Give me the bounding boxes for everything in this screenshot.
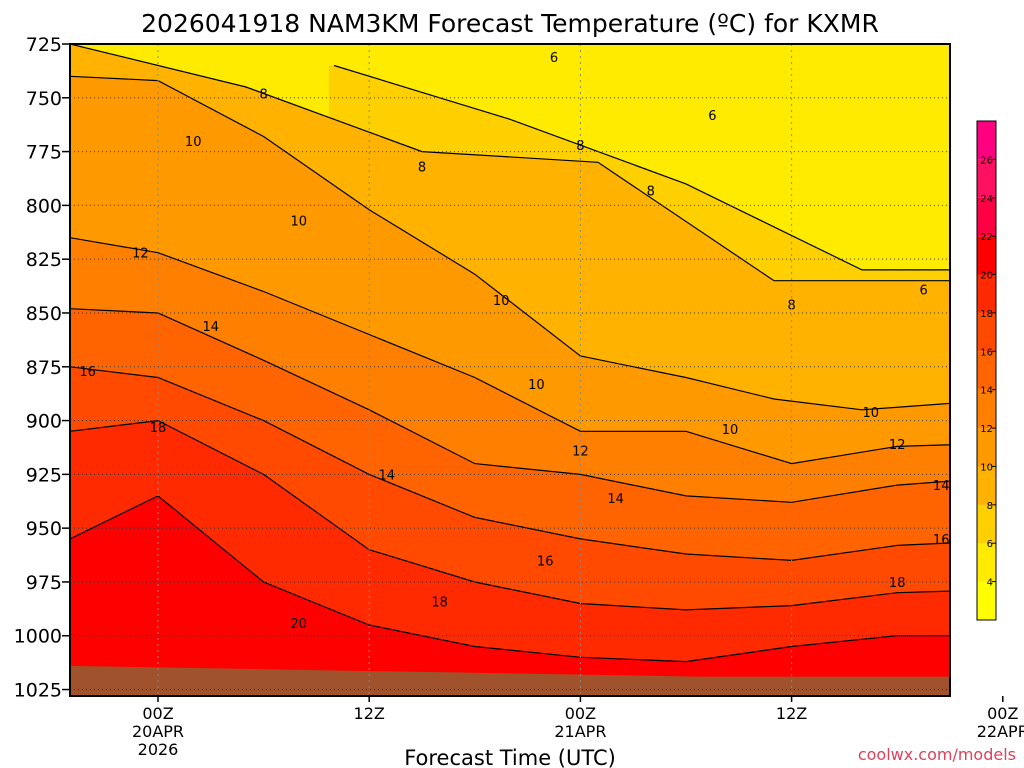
- contour-label: 16: [79, 365, 96, 380]
- y-tick-label: 825: [26, 249, 62, 271]
- colorbar-tick-label: 20: [980, 271, 993, 282]
- isotherm-line: [70, 237, 950, 465]
- contour-label: 8: [647, 184, 655, 199]
- isotherm-line: [70, 419, 950, 611]
- contour-label: 16: [933, 533, 950, 548]
- plot-area: 6666888881010101010101212121414141416161…: [70, 44, 950, 696]
- colorbar-bin: [977, 159, 996, 198]
- colorbar-bin: [977, 504, 996, 544]
- colorbar-bin: [977, 274, 996, 313]
- colorbar-tick-label: 10: [980, 462, 993, 473]
- watermark[interactable]: coolwx.com/models: [858, 745, 1016, 764]
- colorbar-tick-label: 14: [980, 386, 993, 397]
- isotherm-line: [333, 64, 950, 271]
- contour-label: 10: [291, 214, 308, 229]
- colorbar-bin: [977, 312, 996, 352]
- contour-label: 16: [537, 554, 554, 569]
- contour-label: 10: [722, 423, 739, 438]
- x-tick-label: 00Z: [565, 704, 596, 723]
- y-tick-label: 775: [26, 142, 62, 164]
- y-tick-label: 950: [26, 518, 62, 540]
- chart-title: 2026041918 NAM3KM Forecast Temperature (…: [141, 9, 879, 38]
- isotherm-line: [70, 495, 950, 663]
- y-tick-label: 1025: [14, 680, 62, 702]
- y-tick-label: 800: [26, 195, 62, 217]
- x-tick-label: 2026: [138, 740, 179, 759]
- colorbar-bin: [977, 351, 996, 390]
- contour-label: 14: [203, 320, 220, 335]
- y-axis: 725 750 775 800 825 850 875 900 925 950 975 1000 102…: [14, 34, 70, 702]
- x-axis-title: Forecast Time (UTC): [404, 746, 616, 768]
- x-tick-label: 21APR: [554, 722, 606, 741]
- x-tick-label: 20APR: [132, 722, 184, 741]
- contour-label: 14: [607, 492, 624, 507]
- y-tick-label: 900: [26, 411, 62, 433]
- colorbar-tick-label: 6: [987, 539, 993, 550]
- x-tick-label: 00Z: [987, 704, 1018, 723]
- contour-label: 8: [259, 88, 267, 103]
- colorbar-bin: [977, 389, 996, 429]
- contour-label: 10: [493, 294, 510, 309]
- colorbar: 4 6 8 10 12 14 16 18 20 22 24 26: [976, 120, 997, 621]
- ground-surface: [70, 665, 950, 696]
- x-tick-label: 22APR: [977, 722, 1024, 741]
- colorbar-tick-label: 22: [980, 232, 993, 243]
- y-tick-label: 1000: [14, 626, 62, 648]
- contour-label: 12: [132, 247, 149, 262]
- y-tick-label: 725: [26, 34, 62, 56]
- contour-label: 12: [889, 438, 906, 453]
- colorbar-frame: [976, 120, 997, 621]
- contour-label: 6: [550, 51, 558, 66]
- contour-label: 14: [933, 479, 950, 494]
- colorbar-bin: [977, 428, 996, 467]
- contour-label: 10: [185, 135, 202, 150]
- colorbar-bin: [977, 236, 996, 275]
- y-tick-label: 975: [26, 572, 62, 594]
- contour-label: 10: [528, 378, 545, 393]
- gridlines: [70, 44, 950, 696]
- contour-label: 10: [863, 406, 880, 421]
- colorbar-tick-label: 24: [980, 194, 993, 205]
- colorbar-tick-label: 4: [987, 578, 993, 589]
- colorbar-bin: [977, 121, 996, 160]
- y-tick-label: 875: [26, 357, 62, 379]
- x-tick-label: 12Z: [354, 704, 385, 723]
- colorbar-tick-label: 8: [987, 501, 993, 512]
- contour-label: 18: [889, 576, 906, 591]
- colorbar-tick-label: 26: [980, 155, 993, 166]
- isotherm-line: [70, 308, 950, 503]
- isotherm-line: [70, 44, 950, 282]
- temperature-band: [70, 495, 950, 696]
- colorbar-tick-label: 12: [980, 424, 993, 435]
- contour-label: 8: [787, 298, 795, 313]
- contour-label: 6: [919, 283, 927, 298]
- plot-frame: [69, 43, 951, 697]
- contour-label: 14: [379, 468, 396, 483]
- x-tick-label: 12Z: [776, 704, 807, 723]
- y-tick-label: 925: [26, 464, 62, 486]
- contour-label: 6: [708, 109, 716, 124]
- colorbar-bin: [977, 197, 996, 237]
- x-tick-label: 00Z: [142, 704, 173, 723]
- colorbar-bin: [977, 466, 996, 505]
- colorbar-bin: [977, 543, 996, 582]
- contour-label: 8: [418, 161, 426, 176]
- colorbar-tick-label: 18: [980, 309, 993, 320]
- isotherm-line: [70, 366, 950, 562]
- y-tick-label: 750: [26, 88, 62, 110]
- colorbar-bin: [977, 581, 996, 620]
- colorbar-tick-label: 16: [980, 347, 993, 358]
- contour-label: 18: [431, 595, 448, 610]
- y-tick-label: 850: [26, 303, 62, 325]
- contour-label: 20: [291, 617, 308, 632]
